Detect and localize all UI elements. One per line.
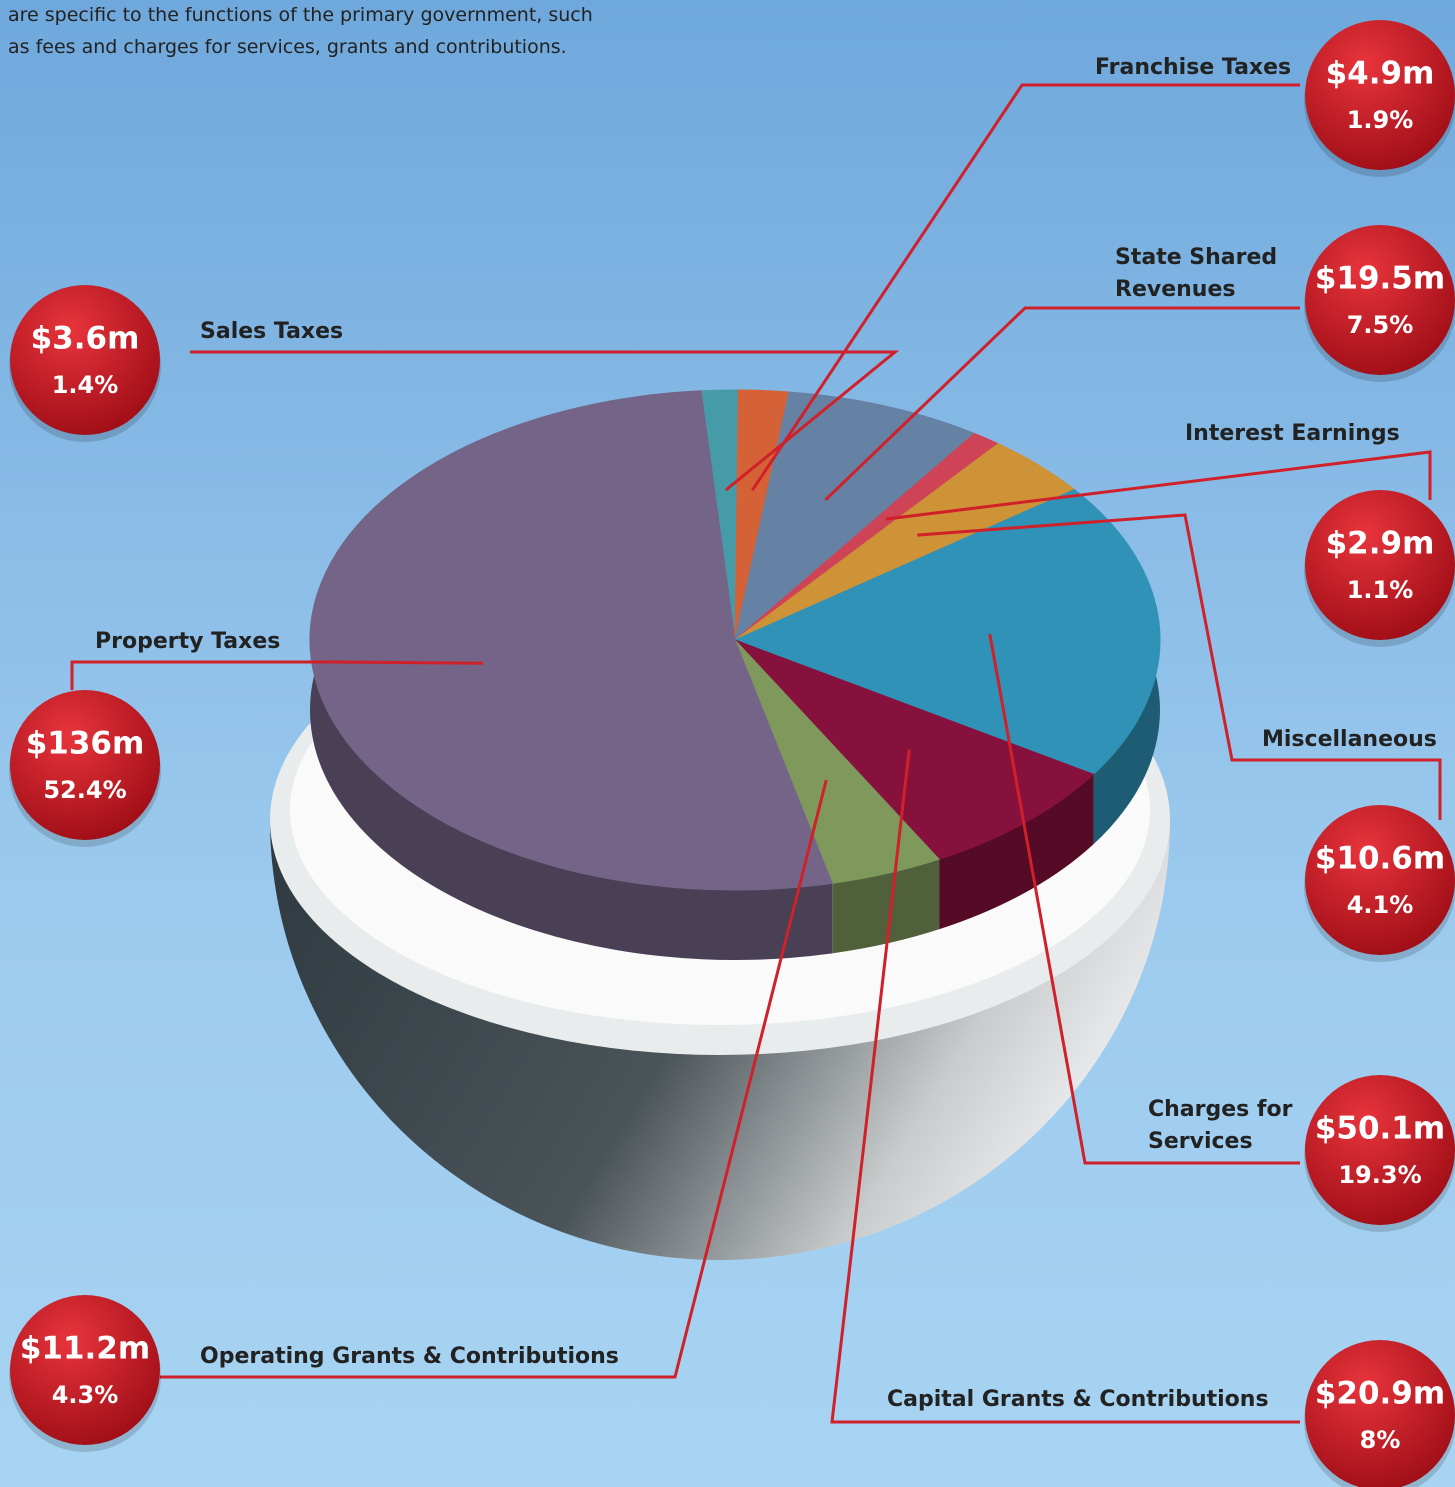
amount-label: $50.1m [1315,1111,1445,1147]
leader-line [885,450,1432,521]
category-label: Sales Taxes [200,319,344,344]
slice-side [310,390,833,960]
category-label: Franchise Taxes [1095,55,1292,80]
percent-label: 1.1% [1347,576,1414,604]
slice [734,391,976,642]
percent-label: 52.4% [43,776,126,804]
leader-line [824,306,1300,501]
percent-label: 4.3% [52,1381,119,1409]
amount-label: $11.2m [20,1331,150,1367]
slice [309,390,833,891]
leader-line [917,513,1442,820]
intro-text: are specific to the functions of the pri… [8,4,593,26]
callout-bubble [1305,1340,1455,1487]
percent-label: 1.4% [52,371,119,399]
callout-bubble [1305,805,1455,955]
leader-line [750,83,1300,492]
amount-label: $4.9m [1326,56,1435,92]
category-label: State Shared Revenues [1115,245,1278,302]
category-label: Capital Grants & Contributions [887,1387,1269,1412]
callout-bubble [1305,490,1455,640]
percent-label: 1.9% [1347,106,1414,134]
slice [734,639,1095,860]
slice-side [939,774,1094,930]
amount-label: $3.6m [31,321,140,357]
intro-text: as fees and charges for services, grants… [8,36,567,58]
category-label: Charges for Services [1148,1097,1293,1154]
amount-label: $136m [26,726,145,762]
percent-label: 19.3% [1338,1161,1421,1189]
amount-label: $2.9m [1326,526,1435,562]
leader-line [160,779,828,1379]
amount-label: $10.6m [1315,841,1445,877]
leader-line [70,660,484,690]
leader-line [988,633,1300,1165]
leader-line [830,749,1300,1424]
amount-label: $20.9m [1315,1376,1445,1412]
callout-bubble [10,690,160,840]
category-label: Interest Earnings [1185,421,1400,446]
percent-label: 4.1% [1347,891,1414,919]
category-label: Operating Grants & Contributions [200,1344,619,1369]
amount-label: $19.5m [1315,261,1445,297]
callout-bubble [1305,1075,1455,1225]
percent-label: 7.5% [1347,311,1414,339]
callout-bubble [1305,225,1455,375]
category-label: Miscellaneous [1262,727,1437,752]
slice-side [832,859,940,954]
callout-bubble [10,285,160,435]
category-label: Property Taxes [95,629,281,654]
callout-bubble [1305,20,1455,170]
callout-bubble [10,1295,160,1445]
percent-label: 8% [1360,1426,1401,1454]
